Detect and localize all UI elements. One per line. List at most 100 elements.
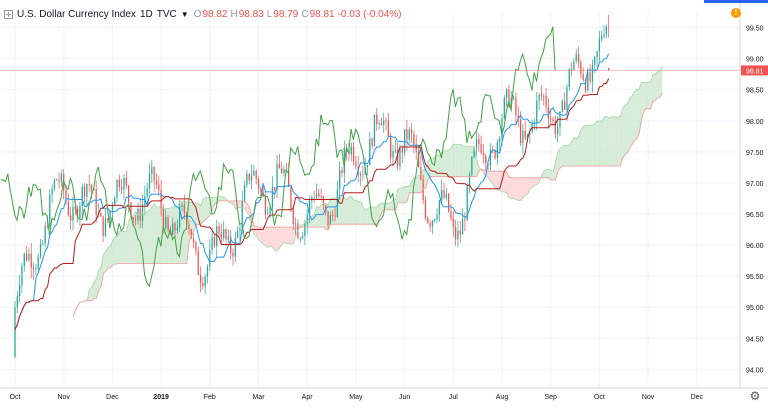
cloud-segment (339, 197, 343, 225)
cloud-segment (455, 144, 459, 177)
cloud-segment (119, 231, 122, 264)
cloud-segment (620, 108, 623, 166)
kijun-line (14, 78, 610, 330)
cloud-segment (543, 169, 547, 178)
cloud-segment (105, 247, 108, 272)
candle-body (406, 129, 408, 140)
candle-body (390, 136, 392, 158)
candle-body (72, 206, 74, 221)
cloud-segment (537, 177, 540, 185)
interval[interactable]: 1D (139, 8, 153, 20)
cloud-segment (237, 200, 241, 208)
candle-body (46, 225, 49, 227)
candle-body (202, 282, 204, 287)
candle-body (271, 187, 274, 207)
candle-body (397, 149, 399, 167)
candle-body (125, 177, 127, 186)
chevron-down-icon[interactable]: ▼ (180, 9, 189, 19)
x-tick-label: Jul (449, 394, 458, 401)
cloud-segment (474, 147, 477, 177)
candle-body (234, 237, 236, 257)
candle-body (582, 74, 584, 81)
cloud-segment (467, 146, 470, 177)
candle-body (410, 129, 413, 134)
exchange[interactable]: TVC (156, 8, 177, 20)
candle-body (192, 238, 195, 243)
candle-body (204, 276, 206, 287)
candle-body (118, 179, 120, 188)
candle-body (70, 215, 72, 221)
candle-body (359, 173, 362, 176)
candle-body (100, 213, 102, 217)
cloud-segment (312, 214, 315, 228)
cloud-segment (152, 203, 155, 264)
cloud-segment (117, 231, 120, 264)
cloud-segment (581, 126, 584, 167)
candle-body (28, 253, 30, 261)
y-tick-label: 97.00 (746, 181, 764, 188)
candle-body (65, 189, 67, 202)
candle-body (225, 229, 227, 240)
candle-body (601, 36, 603, 40)
candle-body (552, 119, 554, 121)
cloud-segment (319, 204, 322, 228)
candle-body (457, 230, 459, 240)
candle-body (494, 150, 496, 158)
candle-body (199, 274, 202, 283)
cloud-segment (618, 115, 621, 167)
cloud-segment (94, 278, 97, 299)
candle-body (466, 186, 468, 221)
candle-body (264, 196, 267, 215)
cloud-segment (606, 116, 609, 167)
x-tick-label: Sep (544, 394, 557, 401)
cloud-segment (497, 171, 500, 191)
gear-icon[interactable]: ⚙ (749, 389, 761, 403)
cloud-segment (203, 197, 206, 222)
grid-lines (0, 12, 740, 388)
cloud-segment (251, 217, 255, 235)
candle-body (550, 118, 552, 120)
candle-body (185, 213, 188, 225)
cloud-segment (175, 206, 178, 264)
span-b-line (72, 92, 663, 317)
candle-body (260, 188, 262, 192)
x-tick-label: Dec (691, 394, 704, 401)
collapse-icon[interactable] (4, 9, 13, 19)
cloud-segment (453, 144, 456, 177)
candle-body (281, 168, 283, 174)
cloud-segment (388, 202, 391, 210)
candle-body (137, 208, 139, 220)
cloud-segment (564, 145, 568, 167)
candle-body (283, 169, 285, 174)
alert-badge[interactable]: ! (731, 8, 741, 18)
candle-body (608, 67, 610, 71)
cloud-segment (490, 171, 493, 185)
candle-body (311, 197, 313, 201)
symbol-name[interactable]: U.S. Dollar Currency Index (17, 8, 136, 20)
candle-body (76, 208, 79, 219)
candle-body (436, 214, 438, 220)
candle-body (383, 120, 385, 126)
candle-body (116, 179, 118, 198)
candle-body (492, 149, 494, 151)
cloud-segment (553, 161, 556, 180)
cloud-segment (657, 70, 660, 98)
cloud-segment (465, 146, 468, 177)
candle-body (424, 200, 427, 218)
cloud-segment (404, 186, 408, 203)
candle-body (547, 106, 550, 119)
candle-body (223, 229, 225, 239)
candle-body (332, 215, 334, 217)
cloud-segment (126, 220, 129, 264)
cloud-segment (446, 150, 449, 177)
cloud-segment (513, 177, 517, 200)
cloud-segment (532, 177, 535, 188)
cloud-segment (599, 121, 602, 167)
cloud-segment (121, 231, 125, 264)
cloud-segment (567, 145, 570, 167)
cloud-segment (279, 227, 282, 249)
x-tick-label: 2019 (153, 394, 169, 401)
candle-body (114, 197, 116, 206)
